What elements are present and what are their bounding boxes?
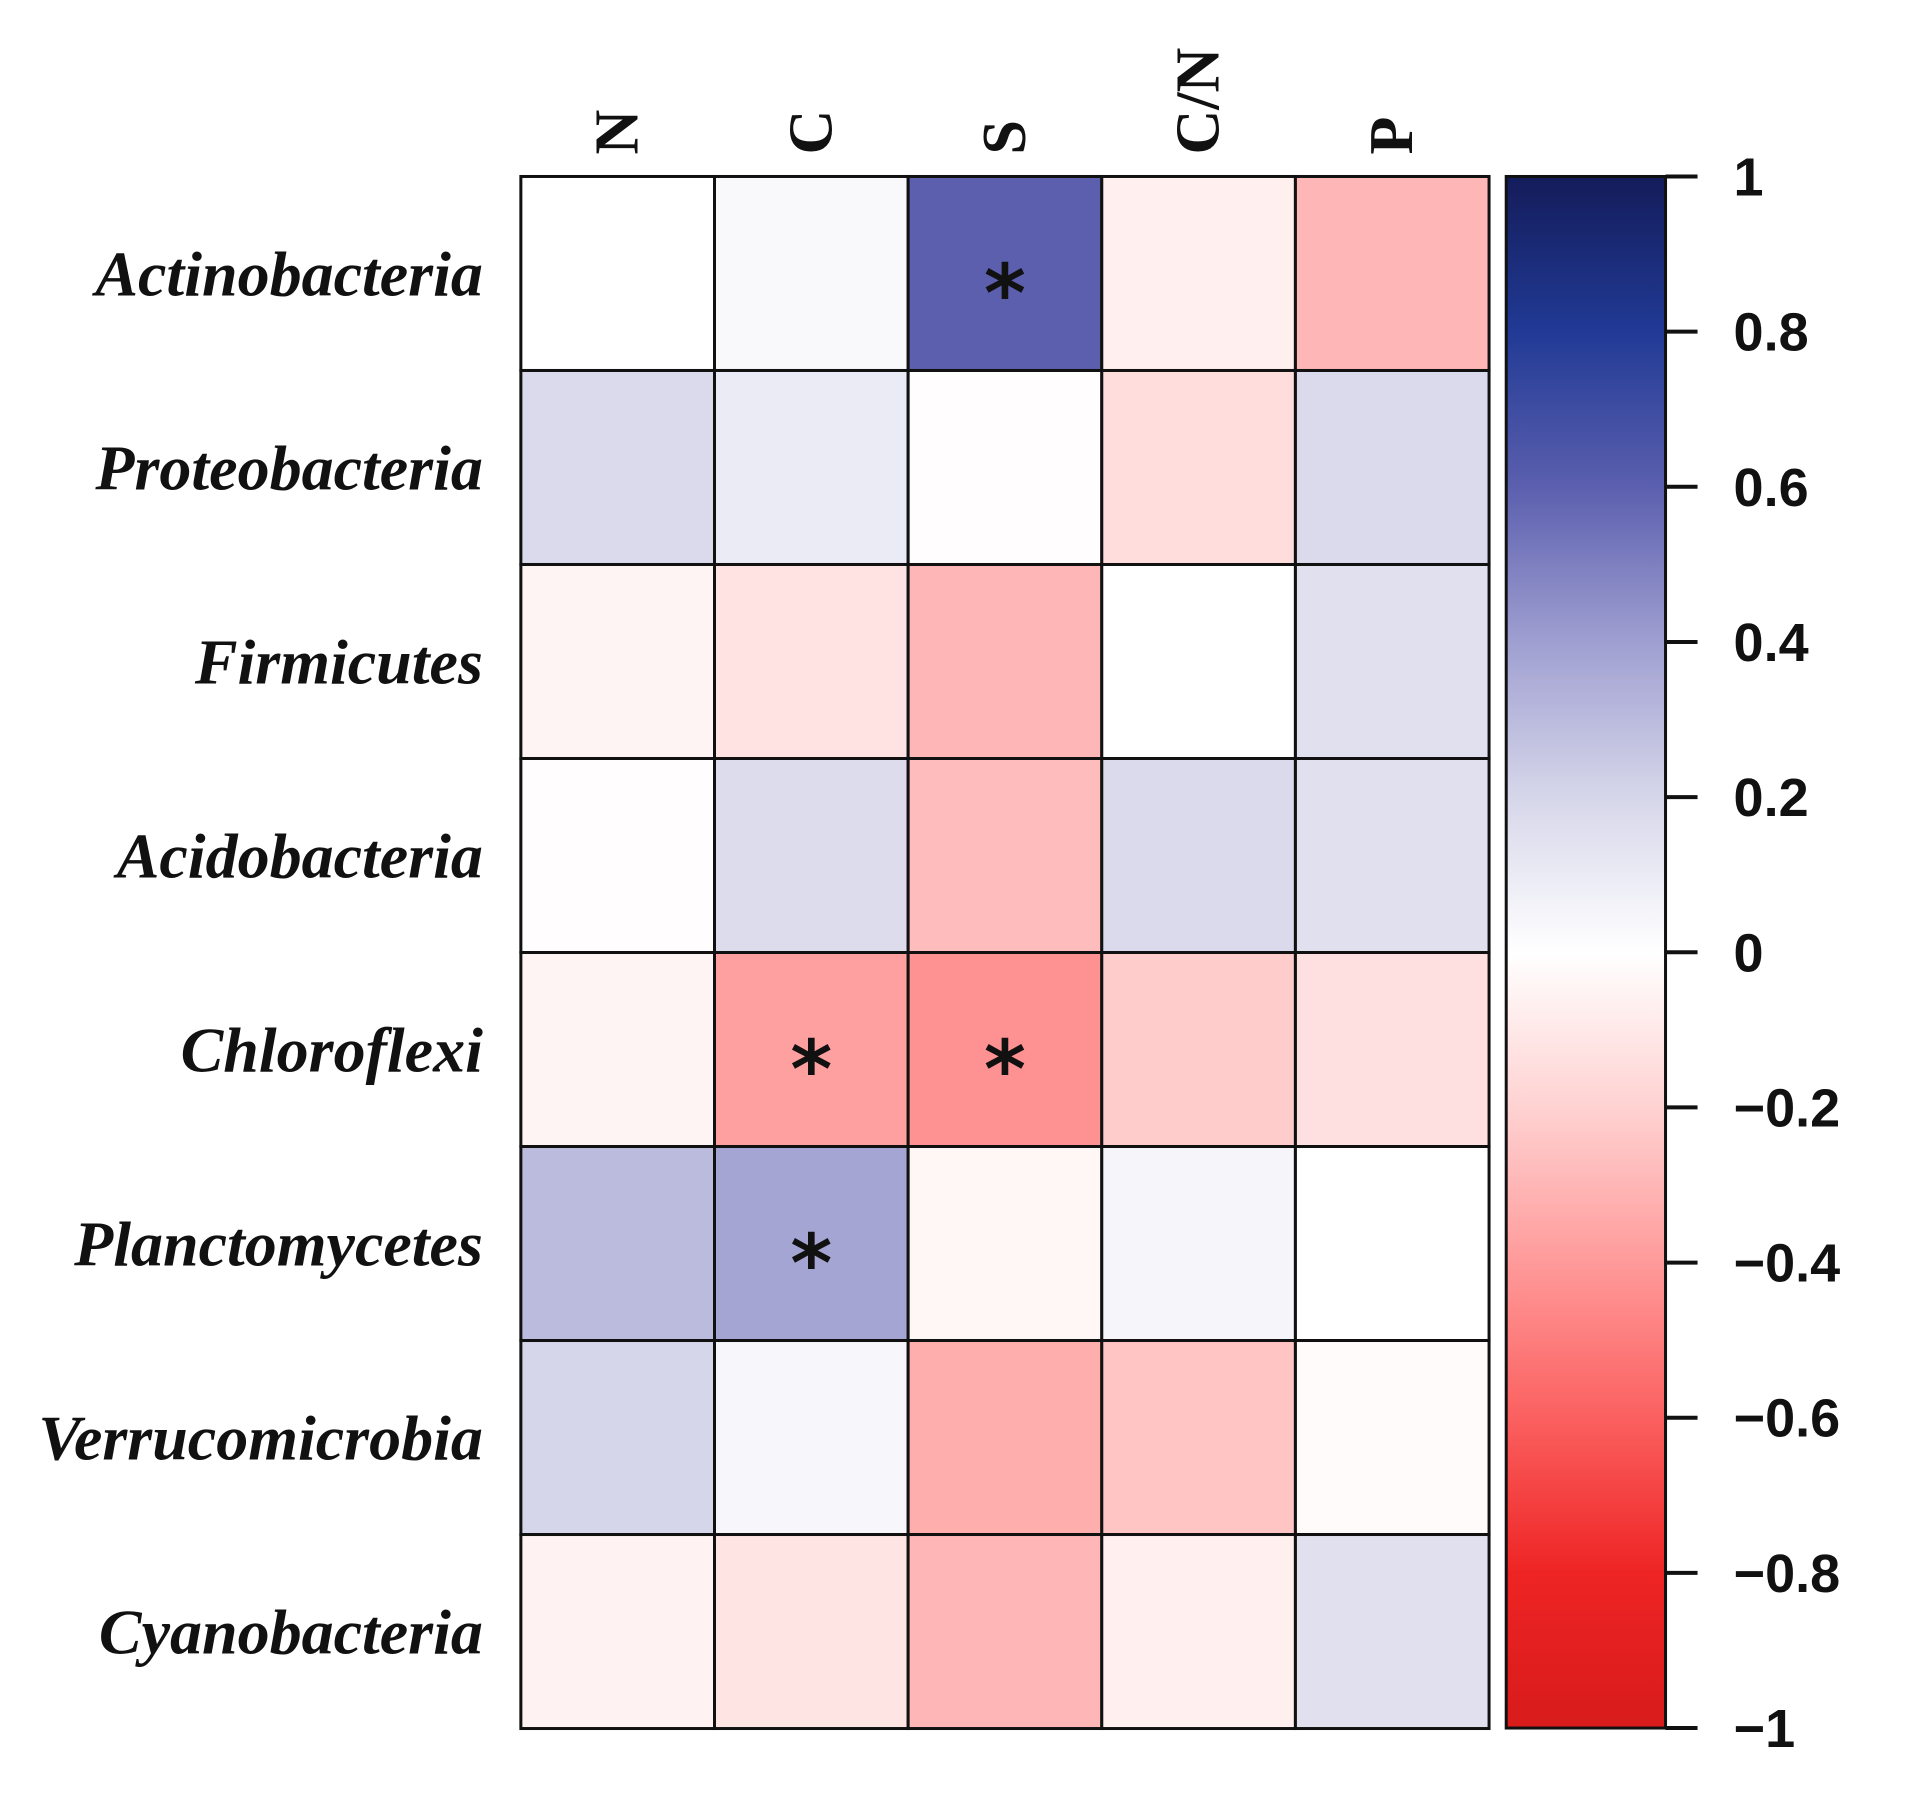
- colorbar-tick-label: −0.2: [1734, 1078, 1841, 1138]
- heatmap-cell: [519, 1339, 717, 1537]
- heatmap-cell: [1293, 1533, 1491, 1731]
- heatmap-cell: [519, 368, 717, 566]
- heatmap-cell: [906, 756, 1104, 955]
- row-label: Proteobacteria: [94, 432, 482, 503]
- heatmap-cell: [906, 951, 1104, 1149]
- row-label: Acidobacteria: [113, 821, 483, 892]
- significance-star: *: [984, 247, 1026, 340]
- heatmap-cell: [519, 1533, 717, 1731]
- significance-star: *: [790, 1218, 832, 1311]
- colorbar-tick-label: 0.6: [1734, 458, 1809, 518]
- heatmap-cell: [713, 1145, 910, 1343]
- heatmap-cell: [1293, 951, 1491, 1149]
- heatmap-cell: [713, 756, 910, 955]
- heatmap-cell: [1100, 1145, 1297, 1343]
- heatmap-cell: [519, 1145, 717, 1343]
- heatmap-cell: [713, 951, 910, 1149]
- heatmap-cell: [1293, 1145, 1491, 1343]
- row-labels: Actinobacteria Proteobacteria Firmicutes Ac…: [38, 238, 483, 1667]
- colorbar-tick-label: 0: [1734, 923, 1764, 983]
- row-label: Firmicutes: [194, 626, 483, 697]
- heatmap-cell: [713, 174, 910, 372]
- colorbar-tick-label: −0.6: [1734, 1389, 1841, 1449]
- row-label: Chloroflexi: [181, 1015, 483, 1086]
- heatmap-cell: [906, 174, 1104, 372]
- column-label: P: [1358, 117, 1426, 155]
- colorbar-tick-label: 0.8: [1734, 303, 1809, 363]
- heatmap-cell: [1100, 174, 1297, 372]
- heatmap-cell: [1100, 951, 1297, 1149]
- column-label: C: [777, 110, 845, 155]
- colorbar-tick-label: −0.4: [1734, 1234, 1841, 1294]
- column-labels: N C S C/N P: [584, 48, 1427, 155]
- heatmap-cell: [713, 368, 910, 566]
- significance-markers: * * * *: [790, 247, 1025, 1310]
- significance-star: *: [984, 1024, 1026, 1117]
- heatmap-cell: [1293, 562, 1491, 760]
- colorbar-gradient: [1504, 174, 1668, 1730]
- row-label: Actinobacteria: [91, 238, 483, 309]
- heatmap-cells: [519, 174, 1491, 1731]
- colorbar-tick-label: −1: [1734, 1699, 1796, 1759]
- column-label: S: [971, 120, 1039, 154]
- heatmap-cell: [713, 1339, 910, 1537]
- heatmap-cell: [1100, 368, 1297, 566]
- heatmap-cell: [1293, 174, 1491, 372]
- heatmap-cell: [1100, 1533, 1297, 1731]
- heatmap-cell: [1100, 756, 1297, 955]
- column-label: N: [584, 110, 652, 155]
- row-label: Verrucomicrobia: [38, 1403, 482, 1474]
- colorbar-tick-label: −0.8: [1734, 1544, 1841, 1604]
- heatmap-cell: [1293, 368, 1491, 566]
- heatmap-cell: [906, 1145, 1104, 1343]
- significance-star: *: [790, 1024, 832, 1117]
- heatmap-cell: [906, 1533, 1104, 1731]
- heatmap-cell: [906, 562, 1104, 760]
- heatmap-cell: [906, 1339, 1104, 1537]
- heatmap-cell: [713, 1533, 910, 1731]
- heatmap-cell: [519, 756, 717, 955]
- column-label: C/N: [1165, 48, 1233, 155]
- heatmap-cell: [519, 174, 717, 372]
- heatmap-cell: [1100, 1339, 1297, 1537]
- colorbar-tick-label: 0.4: [1734, 613, 1809, 673]
- row-label: Cyanobacteria: [99, 1597, 483, 1668]
- row-label: Planctomycetes: [73, 1209, 483, 1280]
- heatmap-cell: [1100, 562, 1297, 760]
- heatmap-cell: [1293, 756, 1491, 955]
- heatmap-cell: [713, 562, 910, 760]
- colorbar-tick-label: 1: [1734, 147, 1764, 207]
- heatmap-cell: [519, 951, 717, 1149]
- colorbar-tick-label: 0.2: [1734, 768, 1809, 828]
- heatmap-cell: [1293, 1339, 1491, 1537]
- heatmap-cell: [906, 368, 1104, 566]
- heatmap-cell: [519, 562, 717, 760]
- colorbar: 1 0.8 0.6 0.4 0.2 0 −0.2 −0.4 −0.6 −0.8 −1: [1504, 147, 1841, 1759]
